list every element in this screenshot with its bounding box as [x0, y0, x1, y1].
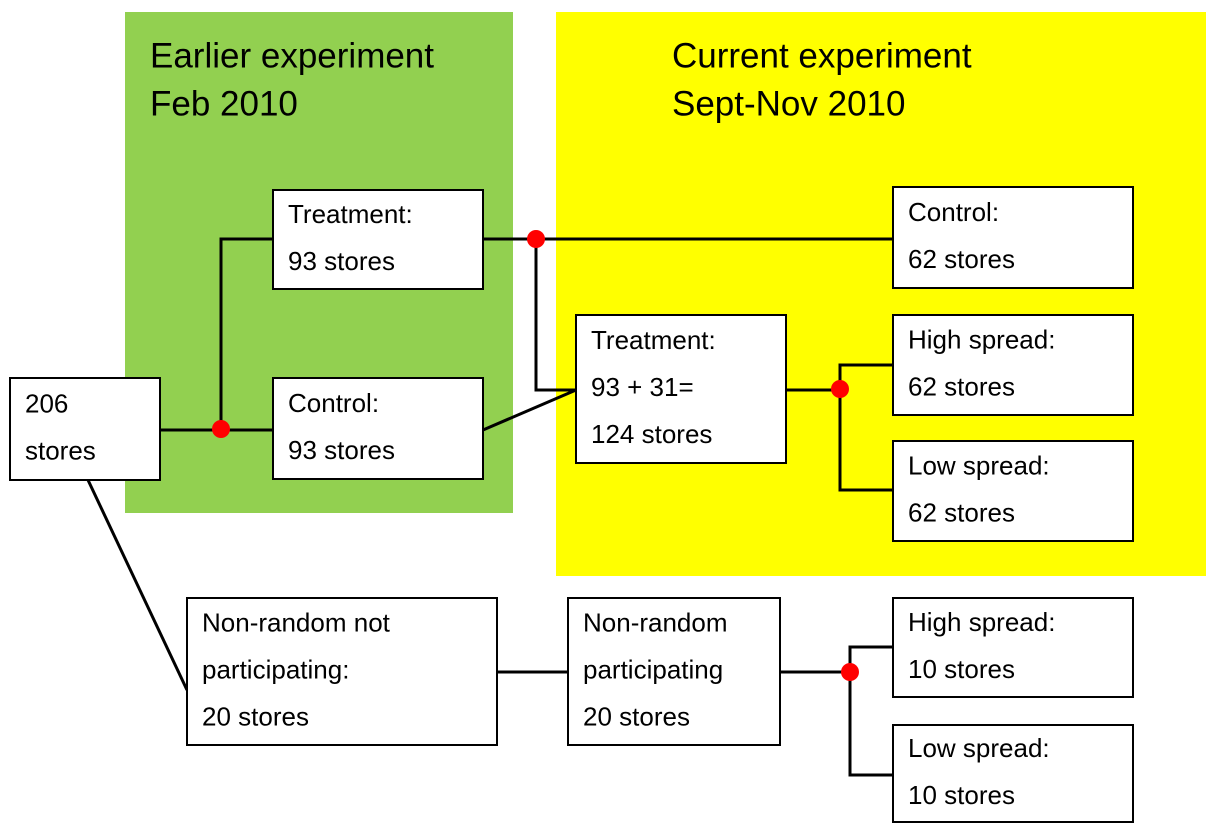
node-text: Treatment:	[591, 325, 716, 355]
node: Treatment: 93 stores	[272, 189, 484, 290]
node-box	[9, 377, 161, 481]
node-text: 20 stores	[202, 701, 309, 731]
panel-title: Earlier experiment	[150, 36, 434, 75]
node-text: participating	[583, 654, 723, 684]
node-text: 10 stores	[908, 780, 1015, 810]
node-box	[892, 724, 1134, 823]
node-text: 10 stores	[908, 654, 1015, 684]
panel-title: Feb 2010	[150, 84, 298, 123]
node-text: 62 stores	[908, 497, 1015, 527]
node-text: 20 stores	[583, 701, 690, 731]
node-text: 62 stores	[908, 244, 1015, 274]
node-text: Treatment:	[288, 199, 413, 229]
node-text: Control:	[908, 197, 999, 227]
node-text: 93 stores	[288, 435, 395, 465]
node-box	[575, 314, 787, 464]
connector	[534, 239, 576, 392]
connector	[848, 645, 893, 777]
junction	[527, 230, 545, 248]
connectors	[86, 237, 893, 777]
node-text: 93 stores	[288, 246, 395, 276]
node: Low spread: 10 stores	[892, 724, 1134, 823]
node-text: 124 stores	[591, 419, 712, 449]
node: Non-random participating 20 stores	[567, 597, 781, 746]
node-text: 62 stores	[908, 371, 1015, 401]
connector	[482, 388, 577, 432]
junction	[831, 380, 849, 398]
junction	[841, 663, 859, 681]
node-text: participating:	[202, 654, 349, 684]
node-text: Control:	[288, 388, 379, 418]
node-text: Non-random	[583, 607, 728, 637]
node-text: High spread:	[908, 324, 1055, 354]
node: Treatment: 93 + 31= 124 stores	[575, 314, 787, 464]
node-box	[892, 186, 1134, 289]
node-box	[272, 189, 484, 290]
node-text: Low spread:	[908, 450, 1050, 480]
connector	[86, 479, 189, 691]
node-text: stores	[25, 435, 96, 465]
node: Control: 93 stores	[272, 377, 484, 480]
node: Low spread: 62 stores	[892, 440, 1134, 542]
node-box	[567, 597, 781, 746]
node-box	[186, 597, 498, 746]
node-text: High spread:	[908, 607, 1055, 637]
panel-title: Sept-Nov 2010	[672, 84, 905, 123]
junctions	[212, 230, 859, 681]
node-box	[892, 597, 1134, 698]
junction	[212, 420, 230, 438]
node: 206 stores	[9, 377, 161, 481]
node-text: 206	[25, 388, 68, 418]
node: High spread: 62 stores	[892, 314, 1134, 416]
node-text: Low spread:	[908, 733, 1050, 763]
connector	[838, 363, 893, 492]
node-box	[272, 377, 484, 480]
panel-title: Current experiment	[672, 36, 972, 75]
node-box	[892, 440, 1134, 542]
node-text: Non-random not	[202, 607, 391, 637]
connector	[219, 237, 273, 430]
node: Control: 62 stores	[892, 186, 1134, 289]
node-box	[892, 314, 1134, 416]
node: Non-random not participating: 20 stores	[186, 597, 498, 746]
node: High spread: 10 stores	[892, 597, 1134, 698]
node-text: 93 + 31=	[591, 372, 694, 402]
